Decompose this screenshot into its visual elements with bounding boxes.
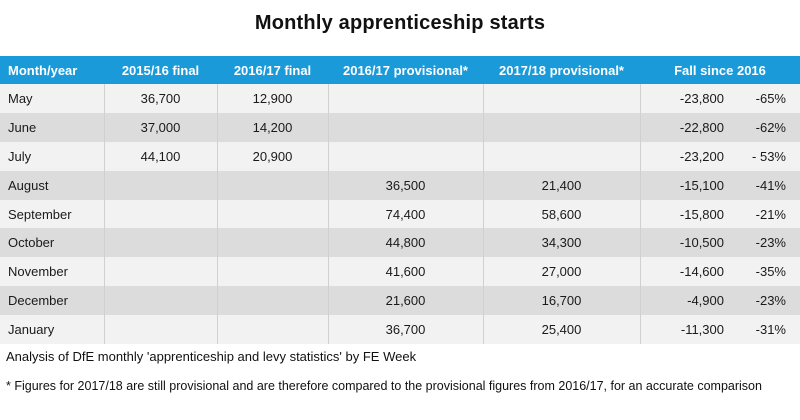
final-2015-16-cell: 36,700 [104, 84, 218, 113]
final-2015-16-cell [104, 228, 218, 258]
provisional-2016-17-cell: 21,600 [328, 286, 484, 316]
final-2016-17-cell [217, 286, 329, 316]
final-2016-17-cell [217, 315, 329, 345]
fall-count-cell: -11,300 [640, 315, 730, 345]
fall-count-cell: -14,600 [640, 257, 730, 287]
fall-percent-cell: -65% [730, 84, 800, 113]
column-header: 2016/17 final [217, 56, 328, 84]
provisional-2016-17-cell [328, 84, 484, 113]
fall-count-cell: -15,100 [640, 170, 730, 200]
fall-percent-cell: -23% [730, 286, 800, 316]
table-row: May 36,700 12,900 -23,800 -65% [0, 84, 800, 113]
table-row: June 37,000 14,200 -22,800 -62% [0, 112, 800, 142]
fall-count-cell: -15,800 [640, 199, 730, 229]
month-cell: January [0, 315, 105, 345]
fall-count-cell: -10,500 [640, 228, 730, 258]
provisional-footnote: * Figures for 2017/18 are still provisio… [6, 379, 762, 393]
table-row: November 41,600 27,000 -14,600 -35% [0, 257, 800, 287]
provisional-2016-17-cell [328, 141, 484, 171]
final-2015-16-cell: 37,000 [104, 112, 218, 142]
fall-percent-cell: -62% [730, 112, 800, 142]
fall-percent-cell: -41% [730, 170, 800, 200]
final-2015-16-cell [104, 315, 218, 345]
source-note: Analysis of DfE monthly 'apprenticeship … [6, 349, 417, 364]
column-header: Fall since 2016 [640, 56, 800, 84]
table-row: January 36,700 25,400 -11,300 -31% [0, 315, 800, 345]
final-2016-17-cell: 12,900 [217, 84, 329, 113]
fall-percent-cell: -35% [730, 257, 800, 287]
table-header-row: Month/year 2015/16 final 2016/17 final 2… [0, 56, 800, 84]
table-row: December 21,600 16,700 -4,900 -23% [0, 286, 800, 316]
provisional-2017-18-cell [483, 141, 641, 171]
fall-percent-cell: -21% [730, 199, 800, 229]
month-cell: September [0, 199, 105, 229]
table-row: September 74,400 58,600 -15,800 -21% [0, 199, 800, 229]
final-2016-17-cell: 14,200 [217, 112, 329, 142]
final-2016-17-cell [217, 170, 329, 200]
provisional-2016-17-cell [328, 112, 484, 142]
provisional-2017-18-cell: 27,000 [483, 257, 641, 287]
month-cell: May [0, 84, 105, 113]
final-2015-16-cell [104, 257, 218, 287]
final-2016-17-cell: 20,900 [217, 141, 329, 171]
column-header: 2015/16 final [104, 56, 217, 84]
fall-count-cell: -22,800 [640, 112, 730, 142]
month-cell: December [0, 286, 105, 316]
column-header: 2017/18 provisional* [483, 56, 640, 84]
table-row: July 44,100 20,900 -23,200- 53% [0, 141, 800, 171]
page-title: Monthly apprenticeship starts [254, 12, 546, 34]
month-cell: July [0, 141, 105, 171]
provisional-2017-18-cell: 21,400 [483, 170, 641, 200]
provisional-2017-18-cell: 34,300 [483, 228, 641, 258]
column-header: Month/year [0, 56, 104, 84]
final-2015-16-cell [104, 199, 218, 229]
table-row: August 36,500 21,400 -15,100 -41% [0, 170, 800, 200]
final-2016-17-cell [217, 257, 329, 287]
table-row: October 44,800 34,300 -10,500 -23% [0, 228, 800, 258]
month-cell: October [0, 228, 105, 258]
final-2016-17-cell [217, 228, 329, 258]
final-2015-16-cell [104, 170, 218, 200]
final-2015-16-cell: 44,100 [104, 141, 218, 171]
month-cell: June [0, 112, 105, 142]
provisional-2017-18-cell: 58,600 [483, 199, 641, 229]
provisional-2017-18-cell: 16,700 [483, 286, 641, 316]
fall-percent-cell: - 53% [730, 141, 800, 171]
apprenticeship-starts-table: Month/year 2015/16 final 2016/17 final 2… [0, 56, 800, 345]
provisional-2017-18-cell [483, 112, 641, 142]
fall-percent-cell: -31% [730, 315, 800, 345]
provisional-2016-17-cell: 41,600 [328, 257, 484, 287]
column-header: 2016/17 provisional* [328, 56, 483, 84]
provisional-2017-18-cell: 25,400 [483, 315, 641, 345]
provisional-2016-17-cell: 44,800 [328, 228, 484, 258]
fall-count-cell: -23,800 [640, 84, 730, 113]
fall-count-cell: -4,900 [640, 286, 730, 316]
provisional-2016-17-cell: 36,700 [328, 315, 484, 345]
provisional-2017-18-cell [483, 84, 641, 113]
fall-count-cell: -23,200 [640, 141, 730, 171]
fall-percent-cell: -23% [730, 228, 800, 258]
month-cell: August [0, 170, 105, 200]
month-cell: November [0, 257, 105, 287]
provisional-2016-17-cell: 74,400 [328, 199, 484, 229]
final-2016-17-cell [217, 199, 329, 229]
final-2015-16-cell [104, 286, 218, 316]
table-body: May 36,700 12,900 -23,800 -65% June 37,000 14,2… [0, 84, 800, 345]
provisional-2016-17-cell: 36,500 [328, 170, 484, 200]
